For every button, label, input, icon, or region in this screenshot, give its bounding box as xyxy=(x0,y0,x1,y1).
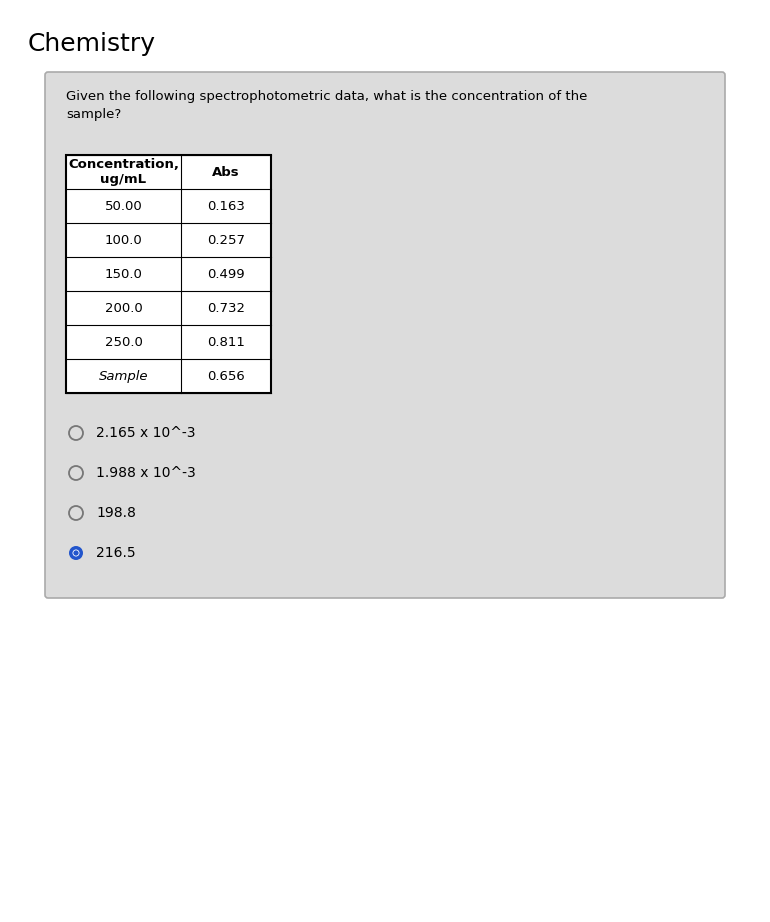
FancyBboxPatch shape xyxy=(45,72,725,598)
Text: 0.499: 0.499 xyxy=(207,267,245,280)
Text: 200.0: 200.0 xyxy=(105,301,142,314)
Text: Concentration,
ug/mL: Concentration, ug/mL xyxy=(68,158,179,186)
Text: 198.8: 198.8 xyxy=(96,506,136,520)
Text: 150.0: 150.0 xyxy=(105,267,142,280)
Text: 0.257: 0.257 xyxy=(207,233,245,246)
Text: 216.5: 216.5 xyxy=(96,546,136,560)
Text: 100.0: 100.0 xyxy=(105,233,142,246)
Circle shape xyxy=(72,550,79,557)
Text: Chemistry: Chemistry xyxy=(28,32,156,56)
Text: 0.811: 0.811 xyxy=(207,336,245,349)
Text: Sample: Sample xyxy=(99,370,149,383)
Text: 0.163: 0.163 xyxy=(207,199,245,212)
Circle shape xyxy=(73,550,79,556)
Circle shape xyxy=(69,546,83,560)
Text: 0.732: 0.732 xyxy=(207,301,245,314)
Text: Given the following spectrophotometric data, what is the concentration of the
sa: Given the following spectrophotometric d… xyxy=(66,90,588,121)
Text: 2.165 x 10^-3: 2.165 x 10^-3 xyxy=(96,426,196,440)
Text: 1.988 x 10^-3: 1.988 x 10^-3 xyxy=(96,466,196,480)
Text: Abs: Abs xyxy=(213,166,239,179)
Text: 250.0: 250.0 xyxy=(105,336,142,349)
Bar xyxy=(66,155,271,393)
Text: 50.00: 50.00 xyxy=(105,199,142,212)
Text: 0.656: 0.656 xyxy=(207,370,245,383)
Bar xyxy=(66,155,271,393)
